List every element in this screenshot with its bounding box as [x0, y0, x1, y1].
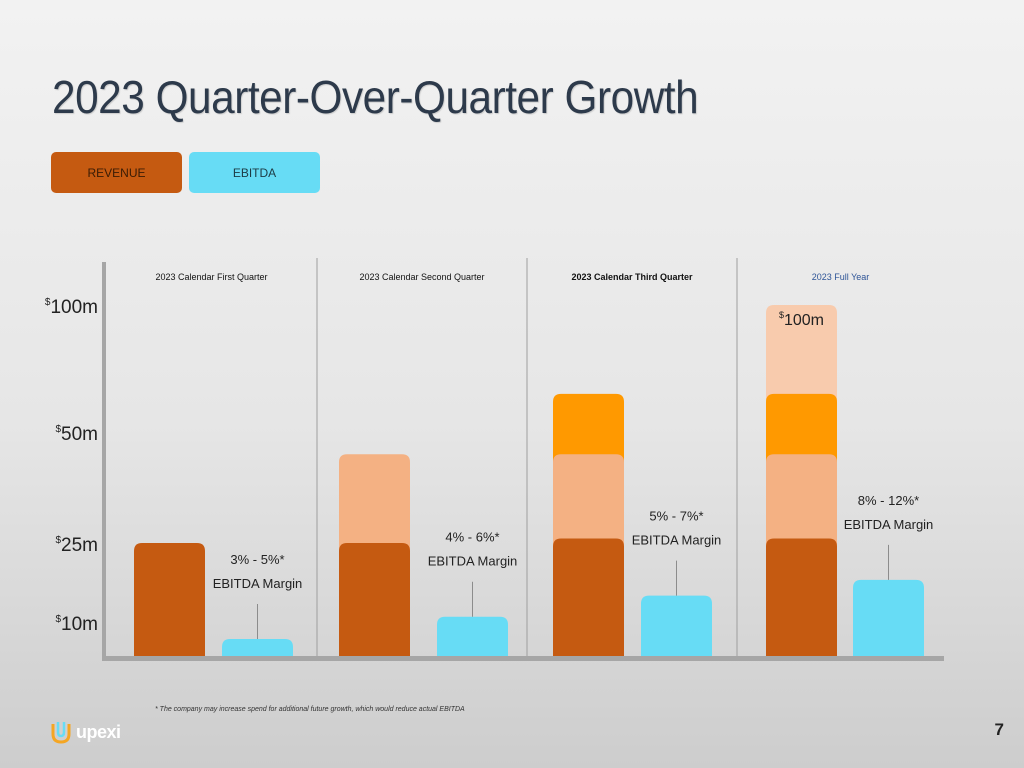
y-tick-label: $100m [45, 297, 98, 318]
ebitda-margin-caption: EBITDA Margin [428, 554, 518, 569]
ebitda-margin-range: 5% - 7%* [649, 509, 703, 524]
ebitda-margin-caption: EBITDA Margin [632, 533, 722, 548]
page-title: 2023 Quarter-Over-Quarter Growth [52, 71, 699, 123]
group-label: 2023 Full Year [812, 272, 870, 282]
x-axis-line [102, 656, 944, 661]
group-label: 2023 Calendar Second Quarter [359, 272, 484, 282]
legend-revenue: REVENUE [51, 152, 182, 193]
footnote: * The company may increase spend for add… [155, 706, 465, 713]
revenue-bar-segment [766, 538, 837, 656]
logo-text: upexi [76, 721, 121, 742]
y-axis-line [102, 262, 106, 660]
company-logo: upexi [50, 720, 121, 744]
ebitda-bar [222, 639, 293, 656]
ebitda-margin-range: 3% - 5%* [230, 552, 284, 567]
legend-ebitda: EBITDA [189, 152, 320, 193]
revenue-bar-segment [339, 543, 410, 656]
ebitda-margin-range: 8% - 12%* [858, 493, 919, 508]
y-tick-label: $50m [55, 424, 98, 445]
upexi-logo-icon [51, 722, 71, 744]
ebitda-margin-caption: EBITDA Margin [844, 517, 934, 532]
revenue-bar-segment [553, 538, 624, 656]
revenue-value-label: $100m [779, 310, 824, 329]
ebitda-bar [853, 579, 924, 656]
page-number: 7 [994, 720, 1004, 739]
ebitda-bar [437, 616, 508, 656]
group-label: 2023 Calendar First Quarter [155, 272, 267, 282]
y-tick-label: $25m [55, 535, 98, 556]
revenue-bar-segment [134, 543, 205, 656]
y-tick-label: $10m [55, 614, 98, 635]
growth-chart: $100m $50m $25m $10m 2023 Calendar First Qua… [45, 258, 944, 661]
legend-ebitda-label: EBITDA [232, 165, 277, 180]
ebitda-margin-range: 4% - 6%* [445, 530, 499, 545]
ebitda-bar [641, 595, 712, 656]
ebitda-margin-caption: EBITDA Margin [213, 576, 303, 591]
legend-revenue-label: REVENUE [87, 165, 146, 180]
group-label: 2023 Calendar Third Quarter [571, 272, 693, 282]
